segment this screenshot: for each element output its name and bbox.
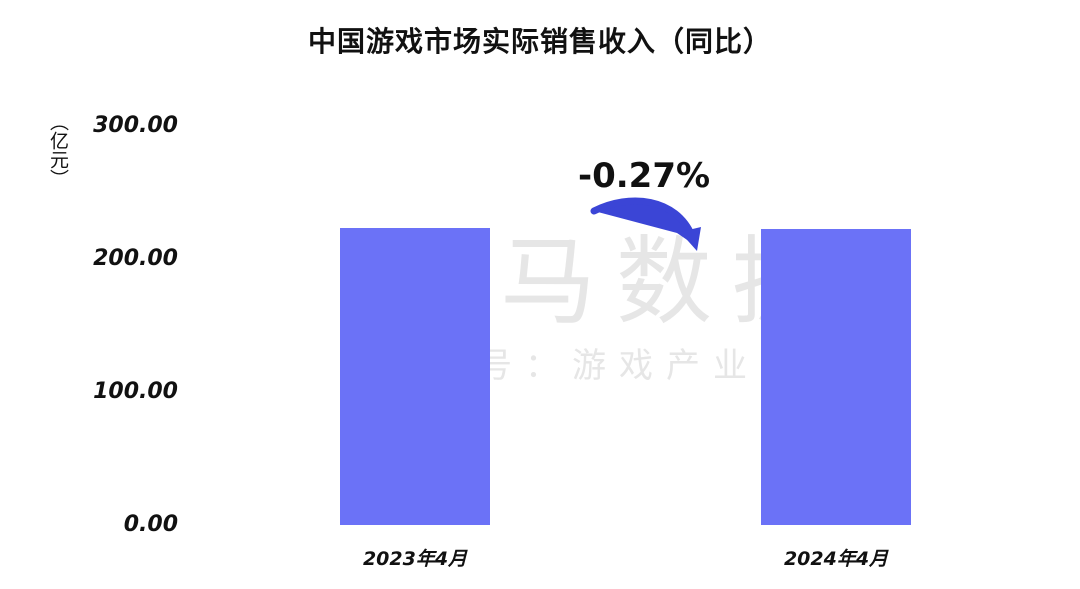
x-tick-label: 2023年4月 [362,548,468,570]
x-tick-label: 2024年4月 [783,548,889,570]
change-percent-annotation: -0.27% [578,156,711,196]
y-tick-label: 300.00 [93,113,178,138]
y-tick-label: 0.00 [123,512,178,537]
chart-title: 中国游戏市场实际销售收入（同比） [307,25,772,58]
y-tick-label: 200.00 [93,246,178,271]
bar-2023-april [340,228,490,525]
y-axis-unit-label: （亿元） [47,112,69,188]
y-tick-label: 100.00 [93,379,178,404]
bar-2024-april [761,229,911,525]
